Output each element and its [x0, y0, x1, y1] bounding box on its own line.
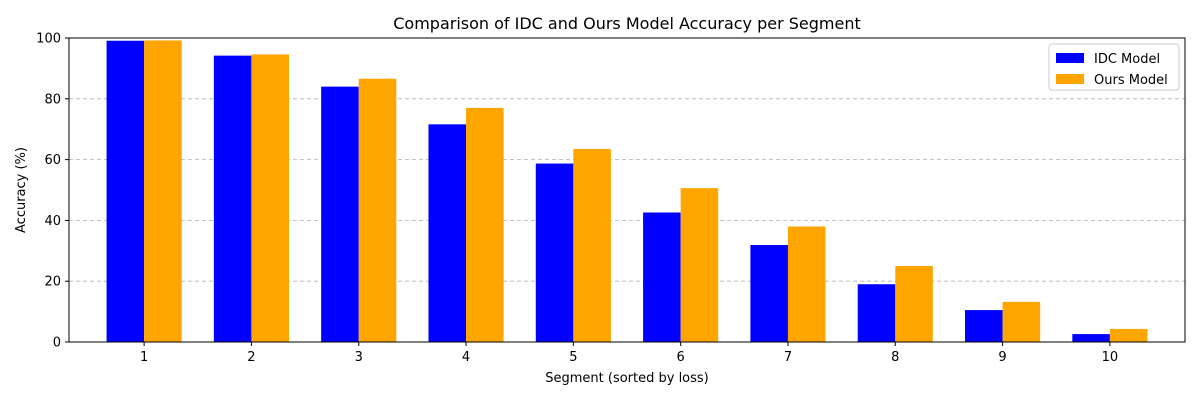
x-tick-label: 9: [998, 350, 1006, 365]
bar-idc-segment-4: [428, 124, 467, 342]
x-tick-label: 3: [355, 350, 363, 365]
bars: [106, 40, 1148, 343]
bar-ours-segment-10: [1109, 328, 1148, 342]
bar-idc-segment-10: [1072, 334, 1110, 342]
x-tick-label: 10: [1102, 350, 1119, 365]
bar-idc-segment-9: [965, 310, 1003, 342]
axis-ticks: 0 20 40 60 80 100 1 2 3 4 5 6 7 8 9 10: [36, 32, 1118, 366]
bar-ours-segment-4: [466, 107, 504, 342]
bar-idc-segment-2: [213, 55, 252, 343]
y-tick-label: 40: [44, 214, 61, 229]
x-tick-label: 8: [891, 350, 899, 365]
legend-swatch-idc: [1056, 53, 1084, 63]
legend: IDC Model Ours Model: [1048, 43, 1180, 91]
x-axis-label: Segment (sorted by loss): [545, 371, 709, 386]
bar-ours-segment-3: [358, 78, 397, 343]
bar-idc-segment-1: [106, 40, 145, 343]
bar-ours-segment-9: [1002, 301, 1041, 342]
y-tick-label: 80: [44, 92, 61, 107]
bar-ours-segment-8: [895, 266, 933, 342]
x-tick-label: 4: [462, 350, 470, 365]
bar-idc-segment-3: [321, 86, 359, 342]
x-tick-label: 2: [247, 350, 255, 365]
x-tick-label: 1: [140, 350, 148, 365]
bar-idc-segment-8: [857, 284, 896, 342]
chart-title: Comparison of IDC and Ours Model Accurac…: [393, 14, 861, 33]
x-tick-label: 7: [784, 350, 792, 365]
bar-ours-segment-2: [251, 54, 289, 342]
bar-idc-segment-7: [750, 245, 788, 342]
bar-idc-segment-6: [643, 212, 681, 342]
bar-ours-segment-6: [680, 188, 719, 342]
bar-ours-segment-7: [787, 226, 826, 342]
x-tick-label: 5: [569, 350, 577, 365]
x-tick-label: 6: [677, 350, 685, 365]
legend-label-idc: IDC Model: [1094, 52, 1160, 67]
y-tick-label: 20: [44, 275, 61, 290]
legend-swatch-ours: [1056, 74, 1084, 84]
bar-idc-segment-5: [535, 163, 574, 342]
bar-ours-segment-1: [144, 40, 182, 342]
y-tick-label: 0: [53, 336, 61, 351]
bar-ours-segment-5: [573, 148, 611, 342]
plot-frame: [68, 37, 1186, 343]
y-axis-label: Accuracy (%): [14, 147, 29, 233]
legend-label-ours: Ours Model: [1094, 73, 1168, 88]
y-tick-label: 60: [44, 153, 61, 168]
y-tick-label: 100: [36, 32, 61, 47]
